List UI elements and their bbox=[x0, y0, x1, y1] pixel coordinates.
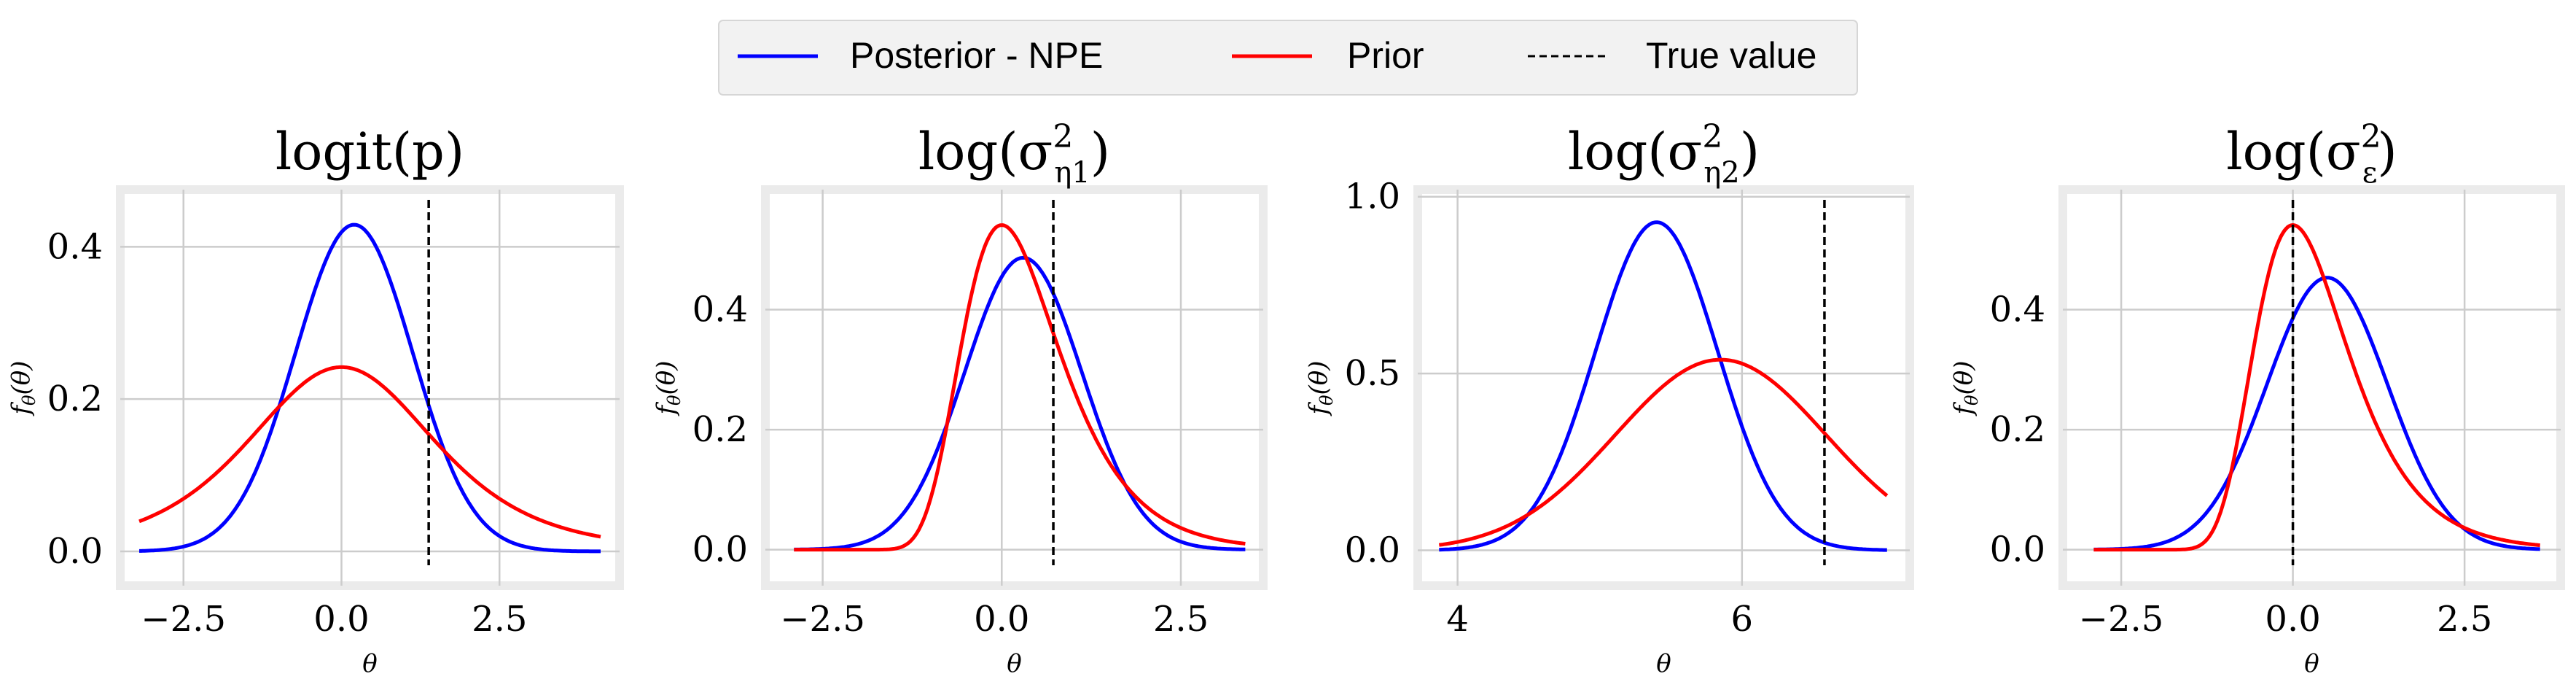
posterior-curve bbox=[794, 255, 1246, 551]
plot-area bbox=[761, 185, 1268, 590]
y-tick-label: 0.5 bbox=[1345, 353, 1400, 394]
panels: −2.5 0.0 2.5 0.0 0.2 0.4 θ fθ(θ) logit(p) −2.5 0.0… bbox=[7, 118, 2565, 678]
prior-curve bbox=[138, 365, 601, 539]
legend-label-true-value: True value bbox=[1646, 35, 1816, 76]
legend-label-posterior: Posterior - NPE bbox=[850, 35, 1103, 76]
y-tick-label: 1.0 bbox=[1345, 177, 1400, 217]
y-axis-label: fθ(θ) bbox=[1949, 360, 1982, 416]
y-tick-label: 0.4 bbox=[1990, 290, 2045, 330]
x-tick-label: 2.5 bbox=[2437, 599, 2492, 640]
x-axis-label: θ bbox=[1007, 649, 1021, 678]
y-tick-label: 0.4 bbox=[47, 226, 103, 267]
posterior-curve bbox=[138, 222, 601, 554]
x-tick-label: 4 bbox=[1446, 599, 1469, 640]
x-axis-label: θ bbox=[362, 649, 377, 678]
panel-title: logit(p) bbox=[276, 122, 464, 182]
prior-curve bbox=[1438, 357, 1889, 547]
legend-label-prior: Prior bbox=[1347, 35, 1424, 76]
x-tick-label: −2.5 bbox=[141, 599, 226, 640]
y-tick-label: 0.0 bbox=[47, 531, 103, 572]
panel-3: 4 6 0.0 0.5 1.0 θ fθ(θ) log(σ2 η2) bbox=[1304, 118, 1914, 678]
panel-title: log(σ2 η1) bbox=[918, 118, 1110, 190]
panel-2: −2.5 0.0 2.5 0.0 0.2 0.4 θ fθ(θ) log(σ2 η1) bbox=[652, 118, 1268, 678]
legend: Posterior - NPE Prior True value bbox=[718, 20, 1858, 96]
y-tick-label: 0.4 bbox=[692, 290, 748, 330]
x-axis-label: θ bbox=[1656, 649, 1671, 678]
x-tick-label: −2.5 bbox=[780, 599, 865, 640]
y-tick-label: 0.0 bbox=[1345, 530, 1400, 571]
panel-4: −2.5 0.0 2.5 0.0 0.2 0.4 θ fθ(θ) log(σ2 ε) bbox=[1949, 118, 2565, 678]
x-tick-label: 0.0 bbox=[2265, 599, 2320, 640]
x-tick-label: 2.5 bbox=[472, 599, 527, 640]
y-axis-label: fθ(θ) bbox=[7, 360, 39, 416]
x-axis-label: θ bbox=[2304, 649, 2319, 678]
y-tick-label: 0.0 bbox=[692, 530, 748, 570]
plot-area bbox=[2058, 185, 2565, 590]
x-tick-label: 6 bbox=[1731, 599, 1754, 640]
y-axis-label: fθ(θ) bbox=[1304, 360, 1337, 416]
panel-title: log(σ2 η2) bbox=[1568, 118, 1760, 190]
prior-curve bbox=[2093, 223, 2540, 552]
x-tick-label: 2.5 bbox=[1153, 599, 1209, 640]
y-axis-label: fθ(θ) bbox=[652, 360, 684, 416]
plot-area bbox=[116, 185, 624, 590]
x-tick-label: 0.0 bbox=[313, 599, 369, 640]
y-tick-label: 0.2 bbox=[692, 409, 748, 450]
y-tick-label: 0.2 bbox=[1990, 409, 2045, 450]
y-tick-label: 0.2 bbox=[47, 379, 103, 419]
y-tick-label: 0.0 bbox=[1990, 530, 2045, 570]
x-tick-label: −2.5 bbox=[2079, 599, 2164, 640]
panel-1: −2.5 0.0 2.5 0.0 0.2 0.4 θ fθ(θ) logit(p) bbox=[7, 122, 624, 678]
posterior-curve bbox=[1439, 220, 1887, 552]
x-tick-label: 0.0 bbox=[974, 599, 1029, 640]
panel-title: log(σ2 ε) bbox=[2226, 118, 2397, 190]
prior-curve bbox=[794, 223, 1246, 552]
